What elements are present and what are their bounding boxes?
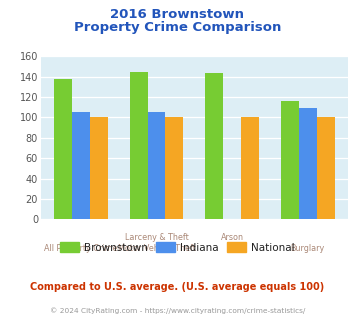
Bar [206,74,223,219]
Text: Compared to U.S. average. (U.S. average equals 100): Compared to U.S. average. (U.S. average … [31,282,324,292]
Bar [130,72,148,219]
Bar [148,112,165,219]
Bar [299,108,317,219]
Bar [317,117,334,219]
Text: All Property Crime: All Property Crime [44,244,118,253]
Text: Property Crime Comparison: Property Crime Comparison [74,21,281,34]
Text: Larceny & Theft: Larceny & Theft [125,233,189,242]
Bar [54,79,72,219]
Bar [90,117,108,219]
Text: © 2024 CityRating.com - https://www.cityrating.com/crime-statistics/: © 2024 CityRating.com - https://www.city… [50,308,305,314]
Legend: Brownstown, Indiana, National: Brownstown, Indiana, National [56,238,299,257]
Text: Motor Vehicle Theft: Motor Vehicle Theft [118,244,196,253]
Text: Arson: Arson [221,233,244,242]
Bar [241,117,259,219]
Bar [165,117,183,219]
Text: Burglary: Burglary [291,244,325,253]
Text: 2016 Brownstown: 2016 Brownstown [110,8,245,21]
Bar [72,112,90,219]
Bar [281,101,299,219]
